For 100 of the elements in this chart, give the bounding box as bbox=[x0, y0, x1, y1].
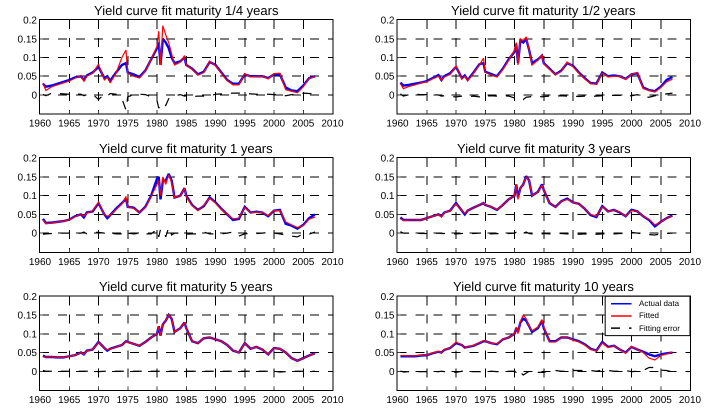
x-tick-label: 1960 bbox=[386, 395, 410, 406]
x-tick-label: 1995 bbox=[591, 395, 614, 406]
y-tick-label: 0.05 bbox=[375, 72, 395, 83]
y-tick-label: 0.15 bbox=[18, 34, 38, 46]
x-tick-label: 1960 bbox=[28, 395, 52, 406]
x-tick-label: 2010 bbox=[678, 395, 702, 406]
y-tick-label: 0.2 bbox=[23, 154, 38, 165]
x-tick-label: 2005 bbox=[650, 395, 672, 406]
y-tick-label: 0 bbox=[388, 228, 395, 240]
y-tick-label: 0.2 bbox=[380, 154, 395, 165]
x-tick-label: 2000 bbox=[262, 256, 286, 268]
legend-label: Fitted bbox=[639, 311, 660, 320]
x-tick-label: 1980 bbox=[146, 256, 169, 268]
y-tick-label: 0.05 bbox=[18, 348, 38, 360]
x-tick-label: 1980 bbox=[503, 395, 526, 406]
x-tick-label: 2000 bbox=[262, 395, 286, 406]
x-tick-label: 1990 bbox=[562, 118, 585, 130]
y-tick-label: 0.05 bbox=[18, 210, 38, 221]
x-tick-label: 1970 bbox=[87, 395, 110, 406]
x-tick-label: 1965 bbox=[416, 395, 438, 406]
x-tick-label: 2005 bbox=[650, 118, 672, 130]
line-series bbox=[42, 38, 316, 92]
x-tick-label: 1960 bbox=[386, 118, 410, 130]
x-tick-label: 2005 bbox=[292, 256, 315, 268]
x-tick-label: 1970 bbox=[87, 118, 110, 130]
x-tick-label: 2005 bbox=[292, 118, 315, 130]
x-tick-label: 1980 bbox=[503, 118, 526, 130]
x-tick-label: 2010 bbox=[321, 395, 344, 406]
x-tick-label: 1985 bbox=[532, 118, 556, 130]
x-tick-label: 2010 bbox=[678, 118, 702, 130]
y-tick-label: 0.15 bbox=[375, 34, 395, 46]
legend-label: Fitting error bbox=[639, 324, 680, 333]
y-tick-label: 0 bbox=[31, 366, 38, 378]
y-tick-label: 0 bbox=[388, 366, 395, 378]
x-tick-label: 1995 bbox=[591, 256, 614, 268]
x-tick-label: 1995 bbox=[234, 256, 256, 268]
x-tick-label: 1975 bbox=[474, 256, 497, 268]
y-tick-label: 0.15 bbox=[18, 172, 38, 184]
y-tick-label: 0 bbox=[31, 90, 38, 102]
y-tick-label: 0.1 bbox=[23, 191, 38, 202]
x-tick-label: 2000 bbox=[620, 395, 644, 406]
chart-title: Yield curve fit maturity 1/4 years bbox=[94, 3, 279, 18]
x-tick-label: 1970 bbox=[444, 256, 468, 268]
x-tick-label: 1990 bbox=[562, 395, 585, 406]
legend-label: Actual data bbox=[639, 299, 680, 308]
x-tick-label: 1975 bbox=[474, 118, 497, 130]
x-tick-label: 2010 bbox=[321, 118, 344, 130]
y-tick-label: 0.05 bbox=[18, 72, 38, 83]
x-tick-label: 2010 bbox=[678, 256, 702, 268]
chart-title: Yield curve fit maturity 3 years bbox=[457, 141, 632, 156]
x-tick-label: 1985 bbox=[532, 395, 556, 406]
x-tick-label: 2000 bbox=[620, 256, 644, 268]
y-tick-label: 0.2 bbox=[23, 16, 38, 26]
x-tick-label: 1965 bbox=[58, 395, 81, 406]
y-tick-label: 0.05 bbox=[375, 348, 395, 360]
x-tick-label: 1990 bbox=[204, 256, 228, 268]
x-tick-label: 1995 bbox=[591, 118, 614, 130]
chart-title: Yield curve fit maturity 1 years bbox=[99, 141, 274, 156]
x-tick-label: 1980 bbox=[146, 118, 169, 130]
chart-title: Yield curve fit maturity 10 years bbox=[453, 279, 634, 294]
x-tick-label: 2010 bbox=[321, 256, 344, 268]
line-series bbox=[42, 25, 316, 94]
y-tick-label: 0.15 bbox=[375, 310, 395, 322]
x-tick-label: 2000 bbox=[620, 118, 644, 130]
x-tick-label: 1985 bbox=[175, 395, 198, 406]
x-tick-label: 1985 bbox=[532, 256, 556, 268]
x-tick-label: 1995 bbox=[234, 395, 256, 406]
x-tick-label: 1970 bbox=[444, 118, 468, 130]
x-tick-label: 1985 bbox=[175, 118, 198, 130]
x-tick-label: 1985 bbox=[175, 256, 198, 268]
y-tick-label: 0.05 bbox=[375, 210, 395, 221]
x-tick-label: 2005 bbox=[292, 395, 315, 406]
x-tick-label: 1975 bbox=[116, 118, 140, 130]
x-tick-label: 1990 bbox=[204, 395, 228, 406]
y-tick-label: 0 bbox=[31, 228, 38, 240]
y-tick-label: 0.1 bbox=[23, 329, 38, 340]
y-tick-label: 0.2 bbox=[380, 292, 395, 303]
y-tick-label: 0.1 bbox=[380, 191, 395, 202]
x-tick-label: 1960 bbox=[386, 256, 410, 268]
x-tick-label: 1975 bbox=[116, 395, 140, 406]
x-tick-label: 1980 bbox=[503, 256, 526, 268]
x-tick-label: 1970 bbox=[87, 256, 110, 268]
x-tick-label: 1990 bbox=[204, 118, 228, 130]
y-tick-label: 0 bbox=[388, 90, 395, 102]
x-tick-label: 1970 bbox=[444, 395, 468, 406]
x-tick-label: 1965 bbox=[58, 118, 81, 130]
y-tick-label: 0.1 bbox=[23, 52, 38, 64]
chart-title: Yield curve fit maturity 1/2 years bbox=[451, 3, 636, 18]
y-tick-label: 0.1 bbox=[380, 52, 395, 64]
y-tick-label: 0.15 bbox=[375, 172, 395, 184]
x-tick-label: 1995 bbox=[234, 118, 256, 130]
y-tick-label: 0.15 bbox=[18, 310, 38, 322]
x-tick-label: 1975 bbox=[474, 395, 497, 406]
x-tick-label: 2000 bbox=[262, 118, 286, 130]
x-tick-label: 1965 bbox=[416, 256, 438, 268]
x-tick-label: 1960 bbox=[28, 118, 52, 130]
x-tick-label: 1965 bbox=[58, 256, 81, 268]
x-tick-label: 1990 bbox=[562, 256, 585, 268]
chart-title: Yield curve fit maturity 5 years bbox=[99, 279, 274, 294]
y-tick-label: 0.1 bbox=[380, 329, 395, 340]
